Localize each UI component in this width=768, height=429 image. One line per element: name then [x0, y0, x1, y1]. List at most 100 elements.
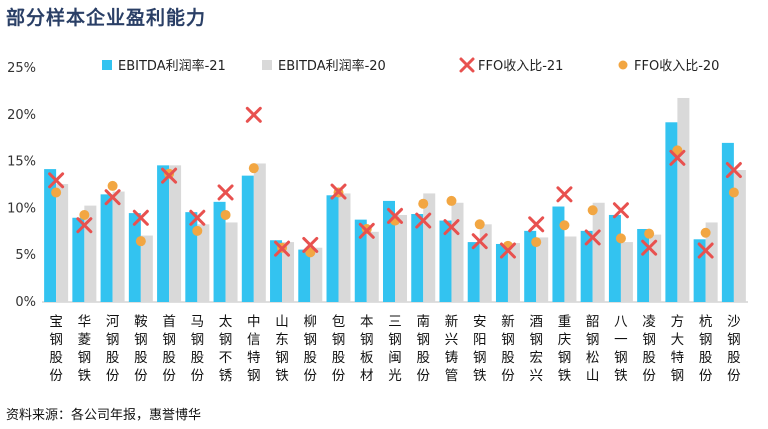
marker-ffo-20: [305, 247, 316, 258]
bar-ebitda-21: [100, 194, 113, 302]
bar-ebitda-20: [451, 202, 464, 302]
marker-ffo-21: [274, 240, 291, 257]
source-note: 资料来源：各公司年报，惠誉博华: [6, 408, 202, 423]
bar-ebitda-21: [580, 230, 593, 302]
x-category-label: 三钢闽光: [388, 314, 402, 384]
marker-ffo-20: [192, 225, 203, 236]
marker-ffo-20: [51, 187, 62, 198]
x-category-label: 山东钢铁: [275, 314, 289, 384]
bar-ebitda-20: [592, 202, 605, 302]
marker-ffo-21: [161, 167, 178, 184]
marker-ffo-20: [446, 195, 457, 206]
bar-ebitda-21: [270, 240, 283, 302]
legend-swatch: [102, 60, 112, 70]
bar-ebitda-20: [507, 243, 520, 302]
x-category-label: 太钢不锈: [219, 314, 233, 384]
bar-ebitda-21: [495, 243, 508, 302]
marker-ffo-21: [641, 239, 658, 256]
bar-ebitda-20: [620, 242, 633, 302]
x-category-label: 华菱钢铁: [78, 314, 92, 384]
y-tick-label: 20%: [7, 108, 36, 123]
bar-ebitda-20: [395, 214, 407, 302]
bar-ebitda-21: [44, 169, 57, 302]
marker-ffo-20: [531, 237, 542, 248]
marker-ffo-20: [644, 228, 655, 239]
y-tick-label: 15%: [7, 155, 36, 170]
x-category-label: 沙钢股份: [727, 314, 741, 384]
legend-label: EBITDA利润率-20: [278, 58, 386, 74]
legend-label: FFO收入比-20: [634, 59, 719, 74]
marker-ffo-20: [700, 227, 711, 238]
x-category-label: 方大特钢: [671, 314, 685, 384]
bar-ebitda-21: [637, 228, 650, 302]
x-category-label: 本钢板材: [360, 314, 374, 384]
bar-ebitda-20: [536, 237, 549, 302]
y-tick-label: 25%: [7, 61, 36, 76]
x-category-label: 新钢股份: [501, 314, 515, 384]
bar-ebitda-21: [326, 195, 339, 302]
x-category-label: 鞍钢股份: [134, 314, 148, 384]
x-category-label: 新兴铸管: [445, 314, 459, 384]
bar-ebitda-20: [197, 224, 210, 302]
bar-ebitda-20: [366, 231, 379, 302]
bar-ebitda-20: [677, 97, 690, 303]
x-category-label: 南钢股份: [416, 314, 430, 384]
marker-ffo-21: [471, 233, 488, 250]
bar-ebitda-20: [733, 170, 746, 302]
bar-ebitda-21: [72, 217, 85, 302]
marker-ffo-20: [615, 233, 626, 244]
marker-ffo-21: [132, 209, 149, 226]
x-category-label: 河钢股份: [106, 314, 120, 384]
marker-ffo-21: [302, 236, 319, 253]
marker-ffo-21: [415, 212, 432, 229]
x-category-label: 凌钢股份: [642, 314, 656, 384]
marker-ffo-20: [672, 145, 683, 156]
marker-ffo-21: [612, 202, 629, 219]
page-title: 部分样本企业盈利能力: [6, 7, 207, 29]
bar-ebitda-21: [213, 201, 226, 302]
marker-ffo-20: [107, 180, 118, 191]
marker-ffo-21: [245, 106, 262, 123]
marker-ffo-21: [217, 184, 234, 201]
bar-ebitda-20: [112, 191, 125, 302]
legend-swatch: [618, 60, 628, 70]
bar-ebitda-21: [241, 175, 254, 302]
marker-ffo-20: [248, 163, 259, 174]
marker-ffo-20: [728, 187, 739, 198]
x-category-label: 马钢股份: [191, 314, 205, 384]
marker-ffo-20: [220, 209, 231, 220]
marker-ffo-21: [358, 222, 375, 239]
bar-ebitda-20: [338, 193, 351, 302]
legend-swatch: [459, 57, 475, 73]
x-category-label: 安阳钢铁: [473, 314, 487, 384]
bar-ebitda-21: [665, 122, 678, 303]
marker-ffo-21: [584, 229, 601, 246]
marker-ffo-21: [556, 186, 573, 203]
bar-ebitda-21: [298, 249, 311, 302]
marker-ffo-21: [189, 209, 206, 226]
bar-ebitda-21: [354, 219, 367, 302]
legend-swatch: [262, 60, 272, 70]
bar-ebitda-20: [282, 242, 295, 302]
x-category-label: 首钢股份: [162, 314, 176, 384]
x-category-label: 宝钢股份: [49, 314, 63, 384]
bar-ebitda-20: [140, 235, 153, 302]
bar-ebitda-21: [128, 213, 141, 302]
bar-ebitda-21: [157, 165, 170, 302]
bar-ebitda-20: [423, 193, 436, 302]
bar-ebitda-21: [439, 220, 452, 302]
marker-ffo-21: [528, 216, 545, 233]
bar-ebitda-21: [608, 214, 621, 302]
marker-ffo-21: [669, 149, 686, 166]
y-tick-label: 0%: [15, 295, 36, 310]
bar-ebitda-20: [56, 184, 69, 302]
bar-ebitda-20: [564, 236, 577, 302]
bar-ebitda-21: [552, 206, 565, 302]
y-tick-label: 5%: [15, 248, 36, 263]
marker-ffo-20: [135, 236, 146, 247]
x-category-label: 八一钢铁: [614, 314, 628, 384]
legend-label: EBITDA利润率-21: [118, 58, 226, 74]
y-tick-label: 10%: [7, 201, 36, 216]
bar-ebitda-21: [411, 214, 424, 302]
marker-ffo-21: [499, 242, 516, 259]
